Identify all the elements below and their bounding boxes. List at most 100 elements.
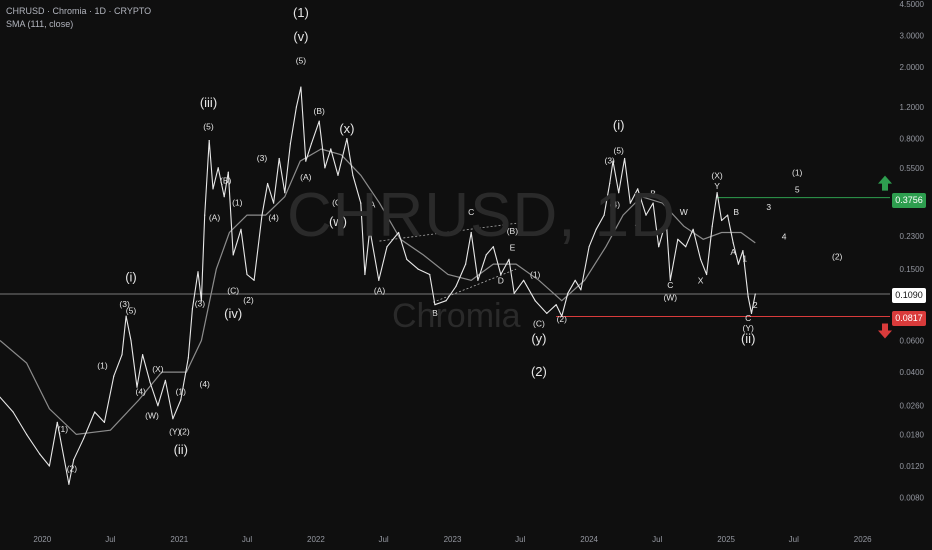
y-tick-label: 0.1500 [900,265,925,274]
wave-label: (i) [613,118,625,133]
down-arrow-icon [878,323,892,339]
price-point [305,160,307,162]
price-point [157,405,159,407]
wave-label: (ii) [741,331,755,346]
wave-label: (X) [711,170,723,180]
wave-label: (3) [195,298,206,308]
wave-label: (C) [332,197,344,207]
price-point [142,354,144,356]
wave-label: (5) [203,122,214,132]
wave-label: (2) [179,426,190,436]
price-point [706,273,708,276]
x-tick-label: Jul [652,535,662,544]
price-point [534,300,536,302]
y-tick-label: 0.5500 [900,164,925,173]
price-point [204,214,206,216]
wave-label: E [510,243,516,253]
price-point [732,242,734,244]
wave-label: (A) [300,172,312,182]
price-point [429,273,431,276]
wave-label: (1) [530,269,541,279]
wave-label: (v) [293,29,308,44]
price-point [295,106,297,108]
indicator-legend[interactable]: SMA (111, close) [6,19,74,29]
price-point [0,396,1,398]
price-point [217,167,219,169]
wave-label: (W) [145,411,159,421]
price-point [180,399,182,401]
price-point [284,192,286,194]
price-point [121,354,123,356]
x-tick-label: 2022 [307,535,325,544]
price-point [716,192,718,194]
price-point [232,254,234,256]
price-point [567,292,569,294]
wave-label: X [698,275,704,285]
wave-label: (iii) [200,95,217,110]
price-point [624,157,626,160]
name-watermark: Chromia [392,297,521,335]
wave-label: C [468,207,474,217]
price-point [39,453,41,455]
price-point [324,167,326,169]
price-point [130,339,132,342]
wave-label: (w) [329,214,347,229]
wave-label: (1) [97,360,108,370]
price-point [742,250,744,252]
x-tick-label: Jul [515,535,525,544]
wave-label: 4 [782,231,787,241]
wave-label: (W) [663,293,677,303]
wave-label: (3) [119,299,130,309]
price-point [665,219,667,222]
x-tick-label: Jul [378,535,388,544]
price-point [750,312,753,314]
price-point [360,202,362,204]
price-point [677,238,679,240]
wave-label: (1) [232,197,243,207]
wave-label: (C) [227,285,239,295]
wave-label: D [498,275,504,285]
price-point [278,157,280,160]
price-point [253,279,255,281]
price-point [12,411,14,413]
wave-label: W [680,207,688,217]
price-point [465,263,467,265]
price-point [727,214,729,216]
wave-label: (iv) [224,306,242,321]
price-point [546,312,548,314]
y-tick-label: 0.0120 [900,462,925,471]
price-point [445,300,447,302]
price-point [369,228,371,230]
price-point [310,143,312,145]
price-point [149,381,151,384]
wave-label: (3) [605,156,616,166]
price-point [364,273,366,276]
price-point [398,231,400,234]
x-tick-label: Jul [242,535,252,544]
price-point [113,375,115,377]
x-tick-label: Jul [789,535,799,544]
price-point [588,246,590,248]
price-point [386,246,388,248]
price-point [223,196,225,198]
price-point [434,304,436,306]
price-point [700,258,702,260]
price-point [261,214,263,216]
y-tick-label: 0.2300 [900,232,925,241]
wave-label: A [635,218,641,228]
price-point [289,143,291,145]
wave-label: (5) [296,55,307,65]
price-point [164,379,166,381]
wave-label: A [370,200,376,210]
wave-label: (4) [268,213,279,223]
price-point [273,202,275,204]
price-point [26,433,28,435]
wave-label: (Y) [743,323,755,333]
wave-label: 5 [795,185,800,195]
price-point [595,228,597,230]
wave-label: (A) [209,213,221,223]
price-point [477,279,479,281]
price-point [692,228,694,230]
wave-label: (y) [531,331,546,346]
